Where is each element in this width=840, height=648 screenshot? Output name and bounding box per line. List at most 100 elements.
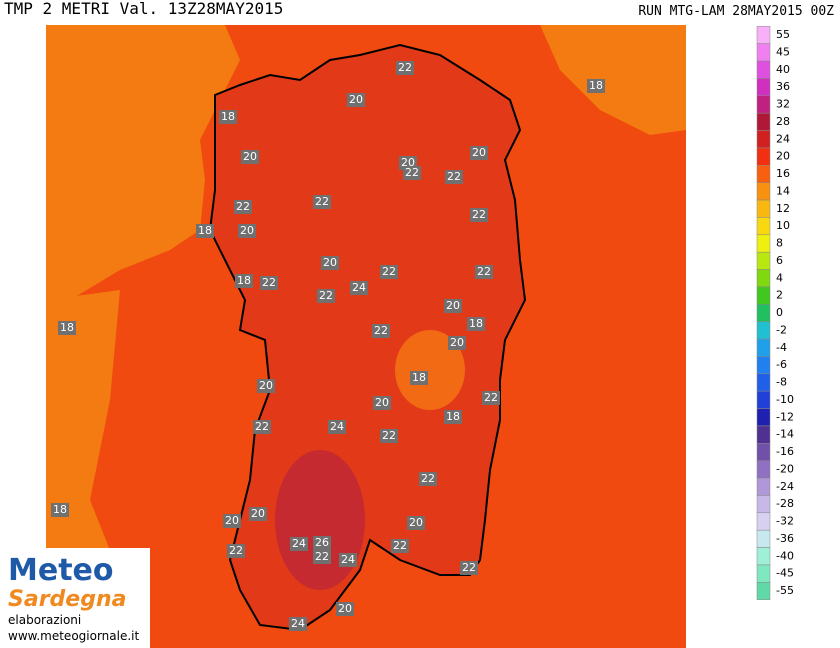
label-box bbox=[234, 200, 252, 214]
legend-label: 2 bbox=[776, 289, 783, 302]
label-box bbox=[313, 195, 331, 209]
map-label: 20 bbox=[243, 150, 257, 163]
label-box bbox=[444, 299, 462, 313]
legend-label: 10 bbox=[776, 219, 790, 232]
label-box bbox=[249, 507, 267, 521]
label-box bbox=[403, 166, 421, 180]
legend-swatch bbox=[756, 512, 771, 531]
label-box bbox=[336, 602, 354, 616]
legend-label: -40 bbox=[776, 549, 794, 562]
legend-swatch bbox=[756, 78, 771, 97]
label-box bbox=[227, 544, 245, 558]
label-box bbox=[444, 410, 462, 424]
legend-swatch bbox=[756, 112, 771, 131]
legend-swatch bbox=[756, 43, 771, 62]
legend-swatch bbox=[756, 408, 771, 427]
label-box bbox=[347, 93, 365, 107]
legend-label: -32 bbox=[776, 515, 794, 528]
label-box bbox=[350, 281, 368, 295]
legend-swatch bbox=[756, 373, 771, 392]
map-label: 20 bbox=[349, 93, 363, 106]
label-box bbox=[238, 224, 256, 238]
cool-area bbox=[395, 330, 465, 410]
label-box bbox=[339, 553, 357, 567]
map-label: 24 bbox=[341, 553, 355, 566]
legend-label: 6 bbox=[776, 254, 783, 267]
legend-label: -10 bbox=[776, 393, 794, 406]
legend-label: 0 bbox=[776, 306, 783, 319]
map-region bbox=[46, 25, 240, 310]
map-label: 20 bbox=[472, 146, 486, 159]
label-box bbox=[321, 256, 339, 270]
map-label: 20 bbox=[446, 299, 460, 312]
map-label: 22 bbox=[405, 166, 419, 179]
legend-swatch bbox=[756, 60, 771, 79]
logo-text: elaborazioni bbox=[8, 613, 81, 627]
map-label: 18 bbox=[53, 503, 67, 516]
legend-swatch bbox=[756, 529, 771, 548]
legend-label: 24 bbox=[776, 132, 790, 145]
map-label: 22 bbox=[447, 170, 461, 183]
label-box bbox=[241, 150, 259, 164]
legend-swatch bbox=[756, 356, 771, 375]
legend-swatch bbox=[756, 390, 771, 409]
legend-label: 16 bbox=[776, 167, 790, 180]
legend-label: 55 bbox=[776, 28, 790, 41]
legend-swatch bbox=[756, 26, 771, 44]
label-box bbox=[289, 617, 307, 631]
map-label: 22 bbox=[315, 550, 329, 563]
label-box bbox=[587, 79, 605, 93]
legend-label: -4 bbox=[776, 341, 787, 354]
legend-label: 12 bbox=[776, 202, 790, 215]
legend-swatch bbox=[756, 564, 771, 583]
legend-label: -55 bbox=[776, 584, 794, 597]
legend-label: 28 bbox=[776, 115, 790, 128]
map-label: 22 bbox=[421, 472, 435, 485]
label-box bbox=[467, 317, 485, 331]
map-label: 22 bbox=[236, 200, 250, 213]
warm-area bbox=[275, 450, 365, 590]
legend-swatch bbox=[756, 304, 771, 322]
label-box bbox=[219, 110, 237, 124]
map-label: 22 bbox=[374, 324, 388, 337]
run-label: RUN MTG-LAM 28MAY2015 00Z bbox=[638, 4, 834, 19]
map-label: 18 bbox=[221, 110, 235, 123]
legend-label: -36 bbox=[776, 532, 794, 545]
map-label: 20 bbox=[375, 396, 389, 409]
map-label: 18 bbox=[412, 371, 426, 384]
label-box bbox=[313, 536, 331, 550]
label-box bbox=[372, 324, 390, 338]
legend-label: 14 bbox=[776, 184, 790, 197]
map-label: 22 bbox=[484, 391, 498, 404]
map-label: 22 bbox=[229, 544, 243, 557]
map-label: 20 bbox=[450, 336, 464, 349]
label-box bbox=[470, 208, 488, 222]
logo-box bbox=[0, 548, 150, 648]
legend-swatch bbox=[756, 443, 771, 461]
map-label: 24 bbox=[352, 281, 366, 294]
legend-swatch bbox=[756, 130, 771, 149]
legend-label: -2 bbox=[776, 323, 787, 336]
label-box bbox=[51, 503, 69, 517]
label-box bbox=[328, 420, 346, 434]
label-box bbox=[290, 537, 308, 551]
legend-swatch bbox=[756, 269, 771, 288]
legend-swatch bbox=[756, 321, 771, 340]
legend-swatch bbox=[756, 147, 771, 166]
map-label: 22 bbox=[382, 265, 396, 278]
legend-label: -45 bbox=[776, 567, 794, 580]
logo-text: www.meteogiornale.it bbox=[8, 629, 139, 643]
map-label: 24 bbox=[292, 537, 306, 550]
label-box bbox=[196, 224, 214, 238]
legend-swatch bbox=[756, 425, 771, 444]
label-box bbox=[460, 561, 478, 575]
map-label: 22 bbox=[393, 539, 407, 552]
legend-swatch bbox=[756, 165, 771, 183]
map-label: 20 bbox=[225, 514, 239, 527]
legend-swatch bbox=[756, 582, 771, 600]
map-label: 22 bbox=[319, 289, 333, 302]
map-label: 18 bbox=[589, 79, 603, 92]
label-box bbox=[396, 61, 414, 75]
label-box bbox=[257, 379, 275, 393]
